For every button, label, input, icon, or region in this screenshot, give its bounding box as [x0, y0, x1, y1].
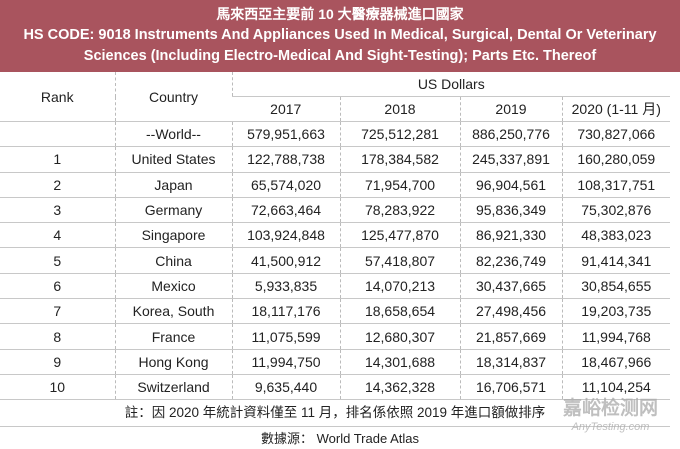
value-cell: 18,117,176: [231, 298, 340, 325]
value-cell: 12,680,307: [339, 323, 460, 350]
value-cell: 75,302,876: [561, 197, 671, 224]
value-cell: 30,437,665: [459, 273, 562, 300]
year-header: 2019: [459, 96, 562, 122]
value-cell: 14,301,688: [339, 349, 460, 375]
value-cell: 78,283,922: [339, 197, 460, 224]
value-cell: 160,280,059: [561, 146, 671, 173]
value-cell: 71,954,700: [339, 172, 460, 198]
country-cell: Germany: [114, 197, 232, 224]
value-cell: 19,203,735: [561, 298, 671, 325]
value-cell: 65,574,020: [231, 172, 340, 198]
value-cell: 11,994,750: [231, 349, 340, 375]
year-header: 2020 (1-11 月): [561, 96, 671, 122]
value-cell: 21,857,669: [459, 323, 562, 350]
country-cell: Mexico: [114, 273, 232, 300]
value-cell: 18,314,837: [459, 349, 562, 375]
group-header: US Dollars: [231, 72, 671, 97]
header: 馬來西亞主要前 10 大醫療器械進口國家 HS CODE: 9018 Instr…: [0, 0, 680, 72]
table-row: 2 Japan 65,574,020 71,954,700 96,904,561 108,…: [0, 172, 671, 198]
value-cell: 16,706,571: [459, 374, 562, 401]
rank-cell: 10: [0, 374, 115, 401]
watermark-url: AnyTesting.com: [571, 421, 650, 433]
country-header: Country: [114, 72, 232, 122]
country-cell: Korea, South: [114, 298, 232, 325]
table-row: 5 China 41,500,912 57,418,807 82,236,749 91,4…: [0, 247, 671, 274]
rank-cell: 9: [0, 349, 115, 375]
value-cell: 57,418,807: [339, 247, 460, 274]
value-cell: 886,250,776: [459, 121, 562, 148]
table-row: 6 Mexico 5,933,835 14,070,213 30,437,665 30,8…: [0, 273, 671, 300]
value-cell: 72,663,464: [231, 197, 340, 224]
value-cell: 86,921,330: [459, 222, 562, 249]
rank-cell: 7: [0, 298, 115, 325]
table-row: 1 United States 122,788,738 178,384,582 245,…: [0, 146, 671, 173]
rank-cell: 1: [0, 146, 115, 173]
value-cell: 125,477,870: [339, 222, 460, 249]
rank-cell: 3: [0, 197, 115, 224]
value-cell: 82,236,749: [459, 247, 562, 274]
value-cell: 11,104,254: [561, 374, 671, 401]
rank-cell: [0, 121, 115, 148]
value-cell: 725,512,281: [339, 121, 460, 148]
value-cell: 30,854,655: [561, 273, 671, 300]
value-cell: 95,836,349: [459, 197, 562, 224]
value-cell: 122,788,738: [231, 146, 340, 173]
table-row: 3 Germany 72,663,464 78,283,922 95,836,349 75…: [0, 197, 671, 224]
country-cell: Switzerland: [114, 374, 232, 401]
table-row: 7 Korea, South 18,117,176 18,658,654 27,498,…: [0, 298, 671, 325]
value-cell: 18,658,654: [339, 298, 460, 325]
table-row: 9 Hong Kong 11,994,750 14,301,688 18,314,837…: [0, 349, 671, 375]
value-cell: 27,498,456: [459, 298, 562, 325]
subtitle-line: HS CODE: 9018 Instruments And Appliances…: [23, 27, 657, 43]
value-cell: 14,362,328: [339, 374, 460, 401]
rank-cell: 2: [0, 172, 115, 198]
value-cell: 5,933,835: [231, 273, 340, 300]
country-cell: United States: [114, 146, 232, 173]
value-cell: 730,827,066: [561, 121, 671, 148]
value-cell: 41,500,912: [231, 247, 340, 274]
table-row: 10 Switzerland 9,635,440 14,362,328 16,706,5…: [0, 374, 671, 401]
value-cell: 9,635,440: [231, 374, 340, 401]
value-cell: 103,924,848: [231, 222, 340, 249]
value-cell: 14,070,213: [339, 273, 460, 300]
country-cell: Japan: [114, 172, 232, 198]
value-cell: 108,317,751: [561, 172, 671, 198]
country-cell: Singapore: [114, 222, 232, 249]
title: 馬來西亞主要前 10 大醫療器械進口國家: [216, 6, 464, 22]
value-cell: 18,467,966: [561, 349, 671, 375]
footnote: 註：因 2020 年統計資料僅至 11 月，排名係依照 2019 年進口額做排序: [0, 400, 670, 428]
country-cell: China: [114, 247, 232, 274]
value-cell: 579,951,663: [231, 121, 340, 148]
rank-cell: 4: [0, 222, 115, 249]
value-cell: 11,075,599: [231, 323, 340, 350]
value-cell: 178,384,582: [339, 146, 460, 173]
rank-cell: 8: [0, 323, 115, 350]
country-cell: --World--: [114, 121, 232, 148]
year-header: 2017: [232, 96, 340, 122]
source: 數據源： World Trade Atlas: [261, 431, 419, 447]
country-cell: France: [114, 323, 232, 350]
data-table: Rank Country US Dollars 2017 2018 2019 2020…: [0, 72, 671, 401]
watermark-name: 嘉峪检测网: [562, 398, 658, 419]
year-header: 2018: [339, 96, 460, 122]
table-row: 8 France 11,075,599 12,680,307 21,857,669 11,…: [0, 323, 671, 350]
value-cell: 96,904,561: [459, 172, 562, 198]
rank-cell: 6: [0, 273, 115, 300]
value-cell: 48,383,023: [561, 222, 671, 249]
watermark: 嘉峪检测网 AnyTesting.com: [562, 398, 658, 436]
value-cell: 91,414,341: [561, 247, 671, 274]
country-cell: Hong Kong: [114, 349, 232, 375]
table-row: --World-- 579,951,663 725,512,281 886,250,7…: [0, 121, 671, 148]
rank-cell: 5: [0, 247, 115, 274]
value-cell: 11,994,768: [561, 323, 671, 350]
subtitle-line: Sciences (Including Electro-Medical And …: [83, 48, 597, 64]
rank-header: Rank: [0, 72, 115, 122]
table-row: 4 Singapore 103,924,848 125,477,870 86,921,3…: [0, 222, 671, 249]
value-cell: 245,337,891: [459, 146, 562, 173]
